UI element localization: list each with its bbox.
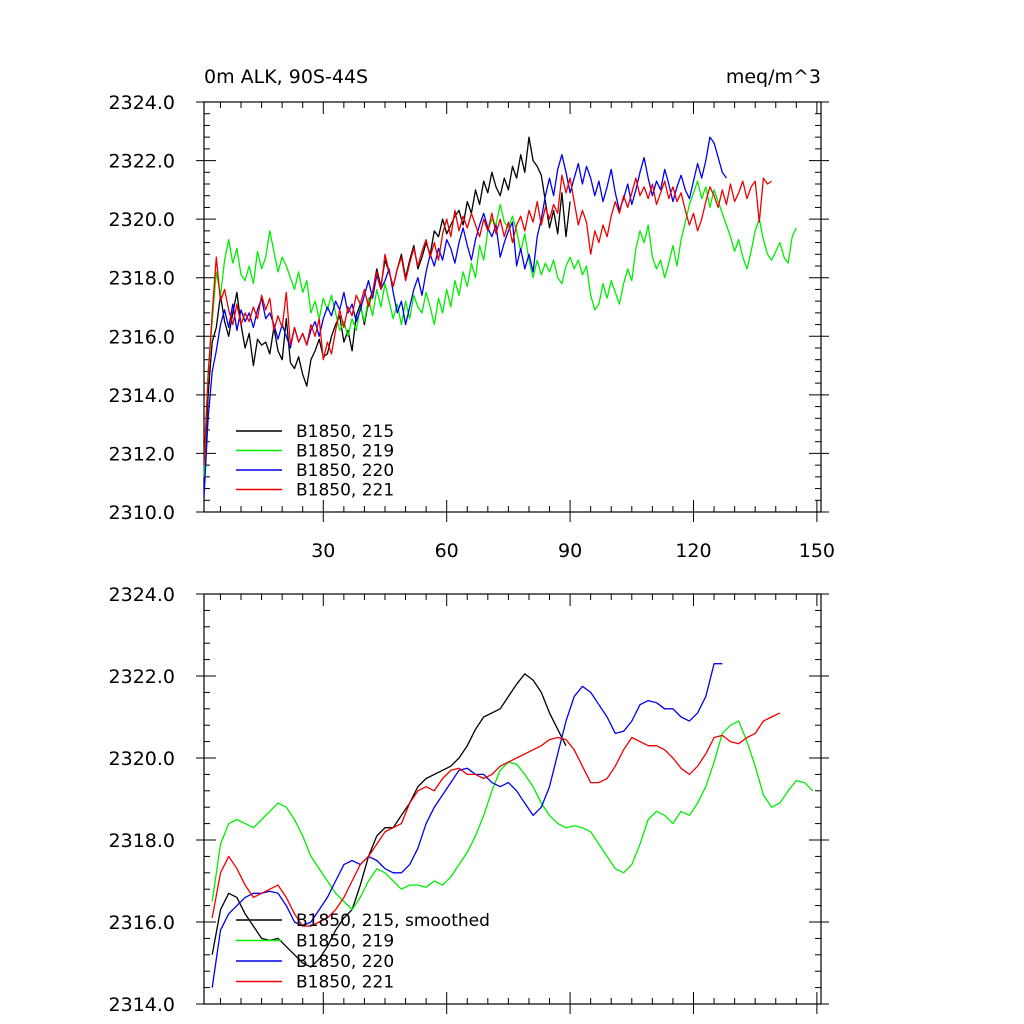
y-tick-label: 2310.0 <box>109 502 175 524</box>
legend-label: B1850, 220 <box>296 461 394 481</box>
y-tick-label: 2320.0 <box>109 748 175 770</box>
bottom-panel: 2314.0 2316.0 2318.0 2320.0 2322.0 2324.0 B18… <box>109 584 829 1016</box>
x-tick-label: 150 <box>799 540 835 562</box>
chart-title: 0m ALK, 90S-44S <box>204 66 368 88</box>
y-tick-label: 2312.0 <box>109 443 175 465</box>
y-tick-label: 2314.0 <box>109 385 175 407</box>
legend-label: B1850, 215 <box>296 422 394 442</box>
x-ticks <box>219 594 818 1014</box>
x-ticks: 30 60 90 120 150 <box>219 102 835 562</box>
y-tick-label: 2314.0 <box>109 994 175 1016</box>
series-line-1 <box>211 720 814 911</box>
series-line-3 <box>203 174 772 466</box>
legend-label: B1850, 215, smoothed <box>296 911 490 931</box>
y-tick-label: 2316.0 <box>109 912 175 934</box>
series-line-1 <box>203 180 797 477</box>
series-line-2 <box>203 136 727 498</box>
y-ticks: 2314.0 2316.0 2318.0 2320.0 2322.0 2324.0 <box>109 584 829 1016</box>
legend-label: B1850, 220 <box>296 952 394 972</box>
top-panel: 0m ALK, 90S-44S meq/m^3 30 60 90 120 150 231… <box>109 66 836 562</box>
y-tick-label: 2324.0 <box>109 92 175 114</box>
series-lines <box>203 136 797 498</box>
y-tick-label: 2316.0 <box>109 326 175 348</box>
y-ticks: 2310.0 2312.0 2314.0 2316.0 2318.0 2320.0 2322… <box>109 92 829 524</box>
y-tick-label: 2324.0 <box>109 584 175 606</box>
y-tick-label: 2318.0 <box>109 830 175 852</box>
legend-label: B1850, 219 <box>296 442 394 462</box>
x-tick-label: 30 <box>311 540 335 562</box>
series-line-2 <box>211 663 723 988</box>
x-tick-label: 90 <box>558 540 582 562</box>
x-tick-label: 60 <box>435 540 459 562</box>
y-tick-label: 2322.0 <box>109 666 175 688</box>
plot-frame <box>203 593 822 1005</box>
legend-label: B1850, 219 <box>296 932 394 952</box>
y-tick-label: 2318.0 <box>109 268 175 290</box>
y-tick-label: 2322.0 <box>109 151 175 173</box>
series-line-0 <box>203 136 571 489</box>
x-tick-label: 120 <box>675 540 711 562</box>
series-line-3 <box>211 712 781 927</box>
legend-label: B1850, 221 <box>296 973 394 993</box>
plot-frame <box>203 101 822 513</box>
legend-label: B1850, 221 <box>296 481 394 501</box>
chart-units: meq/m^3 <box>726 66 821 88</box>
y-tick-label: 2320.0 <box>109 209 175 231</box>
